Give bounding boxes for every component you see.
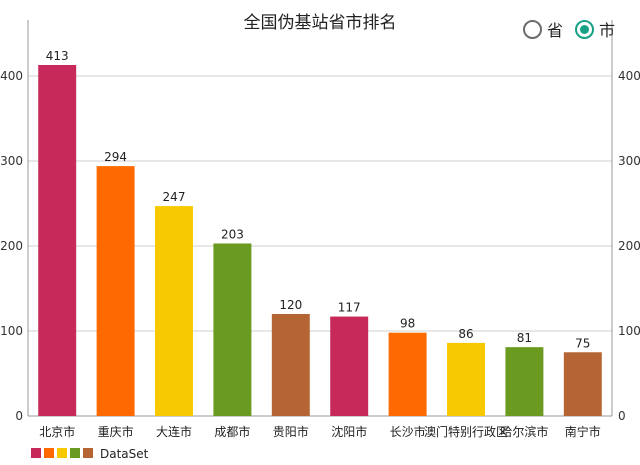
- legend-swatch: [70, 448, 80, 458]
- x-tick-label: 沈阳市: [331, 424, 367, 439]
- legend-swatch: [83, 448, 93, 458]
- data-label: 247: [163, 190, 186, 204]
- data-label: 98: [400, 317, 415, 331]
- bar: [38, 65, 77, 416]
- bar: [155, 206, 193, 416]
- radio-checked-icon[interactable]: [575, 19, 595, 39]
- x-tick-label: 成都市: [214, 424, 250, 439]
- x-tick-label: 北京市: [39, 424, 75, 439]
- data-label: 294: [104, 150, 127, 164]
- x-tick-label: 贵阳市: [273, 424, 309, 439]
- legend-label: DataSet: [100, 447, 149, 461]
- city-radio[interactable]: 市: [575, 17, 615, 41]
- bar: [271, 314, 310, 416]
- bar: [447, 342, 485, 416]
- y-tick-label-right: 300: [618, 154, 640, 168]
- y-tick-label-left: 100: [0, 324, 23, 338]
- y-tick-label-right: 400: [618, 69, 640, 83]
- bar: [505, 347, 544, 416]
- y-tick-label-right: 200: [618, 239, 640, 253]
- city-radio-label: 市: [599, 21, 616, 40]
- x-tick-label: 哈尔滨市: [500, 424, 548, 439]
- data-label: 120: [279, 298, 302, 312]
- y-tick-label-right: 0: [618, 409, 626, 423]
- chart-title: 全国伪基站省市排名: [243, 13, 397, 33]
- bar: [213, 243, 252, 416]
- y-tick-label-left: 200: [0, 239, 23, 253]
- data-label: 75: [575, 336, 590, 350]
- data-label: 86: [458, 327, 473, 341]
- bar: [563, 352, 602, 416]
- data-label: 81: [517, 331, 532, 345]
- x-tick-label: 重庆市: [98, 424, 134, 439]
- y-tick-label-left: 300: [0, 154, 23, 168]
- y-tick-label-right: 100: [618, 324, 640, 338]
- data-label: 117: [338, 301, 361, 315]
- y-tick-label-left: 0: [15, 409, 23, 423]
- legend-swatch: [57, 448, 67, 458]
- province-radio-label: 省: [547, 21, 564, 40]
- legend-swatch: [31, 448, 41, 458]
- x-tick-label: 澳门特别行政区: [424, 424, 508, 439]
- radio-unchecked-icon[interactable]: [523, 19, 542, 39]
- region-type-toggle[interactable]: 省 市: [523, 14, 627, 44]
- x-tick-label: 南宁市: [565, 424, 601, 439]
- x-tick-label: 长沙市: [390, 424, 426, 439]
- bar: [96, 166, 135, 416]
- bar: [330, 316, 369, 416]
- data-label: 413: [46, 49, 69, 63]
- x-tick-label: 大连市: [156, 424, 192, 439]
- province-radio[interactable]: 省: [523, 17, 563, 41]
- data-label: 203: [221, 227, 244, 241]
- bar: [388, 332, 427, 416]
- legend-swatch: [44, 448, 54, 458]
- y-tick-label-left: 400: [0, 69, 23, 83]
